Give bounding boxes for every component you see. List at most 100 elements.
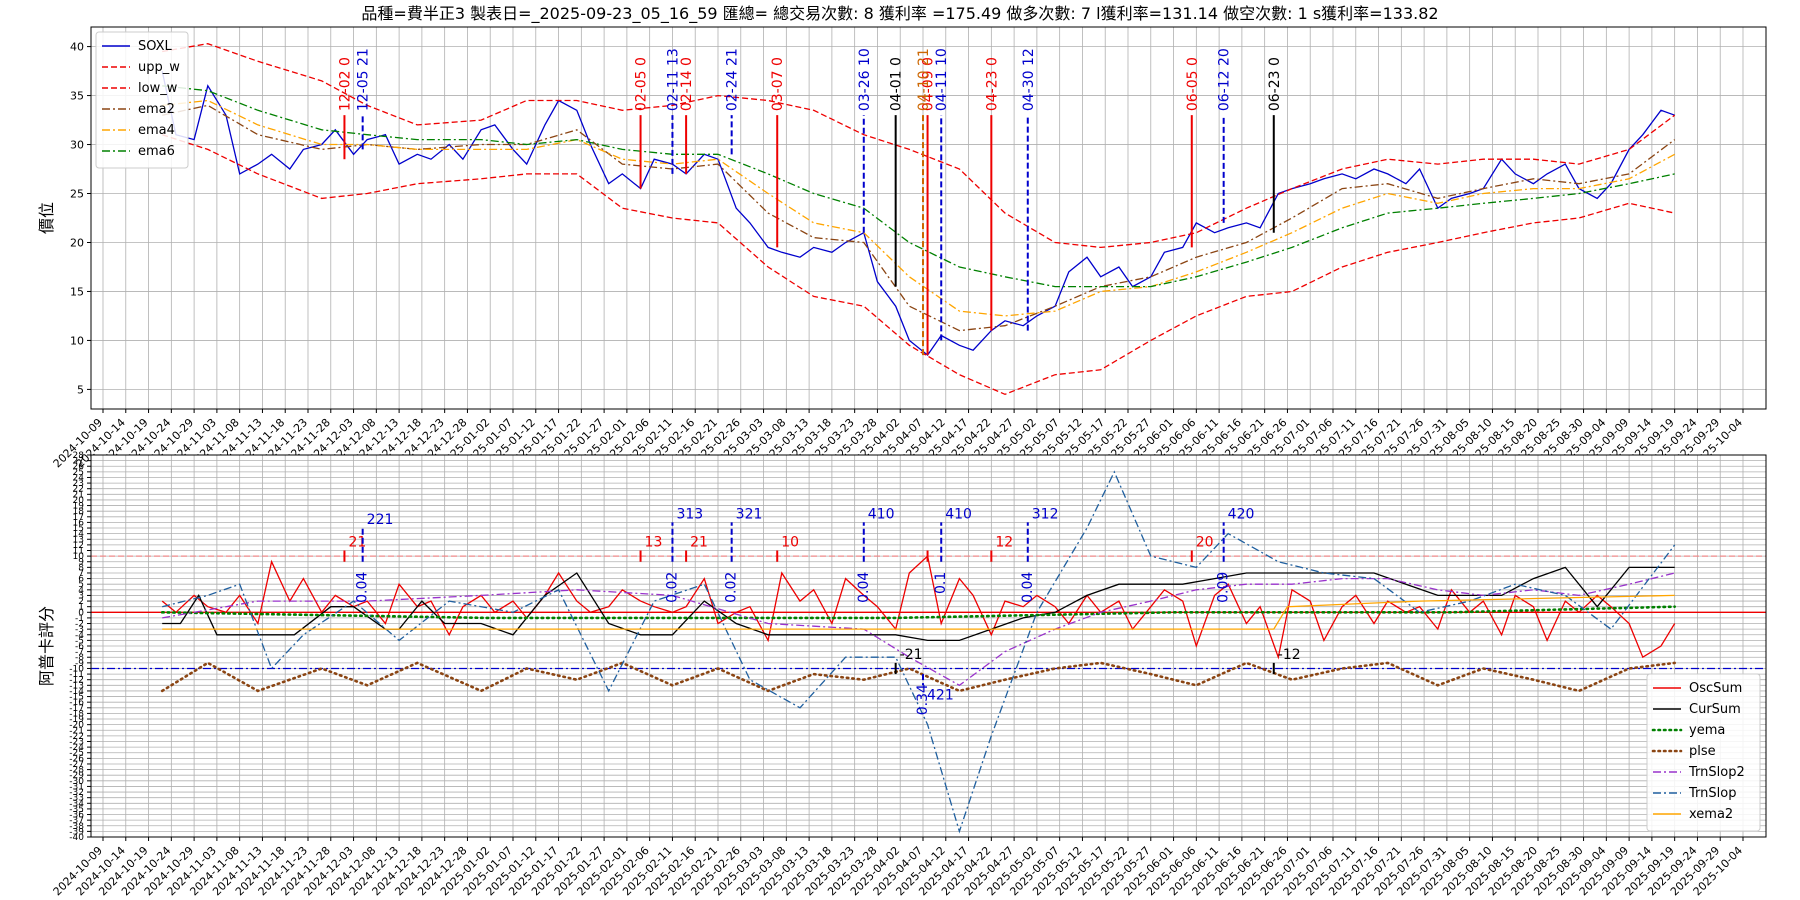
- series-line-upp_w: [162, 43, 1676, 249]
- trade-label: 421: [927, 687, 954, 703]
- y-tick-label: 17: [73, 513, 84, 523]
- trade-label: 02-14 0: [679, 57, 695, 111]
- y-tick-label: -23: [69, 738, 84, 748]
- y-tick-label: -17: [69, 704, 84, 714]
- y-tick-label: -36: [69, 811, 84, 821]
- y-tick-label: -29: [69, 771, 84, 781]
- y-axis-label: 阿普卡評分: [37, 606, 56, 686]
- y-tick-label: -28: [69, 766, 84, 776]
- y-tick-label: 40: [70, 41, 84, 54]
- legend-label: ema6: [138, 144, 175, 159]
- legend-label: TrnSlop: [1688, 786, 1736, 801]
- y-tick-label: -27: [69, 760, 84, 770]
- y-tick-label: 27: [73, 457, 84, 467]
- y-tick-label: -15: [69, 693, 84, 703]
- y-tick-label: -18: [69, 709, 84, 719]
- series-line-ema6: [162, 85, 1675, 288]
- legend-box: [1646, 673, 1761, 832]
- y-tick-label: 6: [78, 575, 84, 585]
- y-tick-label: -21: [69, 726, 84, 736]
- plot-frame: [90, 454, 1767, 838]
- y-tick-label: 4: [78, 586, 84, 596]
- legend-label: low_w: [138, 81, 178, 96]
- y-tick-label: 25: [70, 188, 84, 201]
- y-tick-label: -2: [75, 620, 84, 630]
- y-tick-label: -9: [75, 659, 84, 669]
- y-tick-label: -33: [69, 794, 84, 804]
- y-tick-label: 10: [73, 552, 85, 562]
- y-tick-label: -24: [69, 743, 84, 753]
- y-tick-label: -26: [69, 754, 84, 764]
- y-tick-label: 1: [78, 603, 84, 613]
- y-tick-label: 8: [78, 563, 84, 573]
- trade-label: 04-10 21: [916, 48, 932, 111]
- legend-label: CurSum: [1689, 702, 1741, 717]
- y-tick-label: -25: [69, 749, 84, 759]
- y-tick-label: 3: [78, 591, 84, 601]
- trade-sublabel: 0.02: [664, 572, 680, 603]
- y-tick-label: -8: [75, 653, 84, 663]
- legend: SOXL upp_w low_w ema2 ema4 ema6: [95, 31, 189, 169]
- trade-label: 221: [367, 512, 394, 528]
- y-tick-label: 14: [73, 530, 85, 540]
- y-tick-label: 28: [73, 451, 85, 461]
- trade-label: 321: [736, 506, 763, 522]
- series-line-trnslop: [162, 470, 1676, 834]
- y-tick-label: 2: [78, 597, 84, 607]
- y-tick-label: -10: [69, 664, 84, 674]
- series-line-yema: [160, 605, 1676, 620]
- y-tick-label: 21: [73, 490, 84, 500]
- trade-label: 06-23 0: [1267, 57, 1283, 111]
- y-tick-label: -39: [69, 827, 84, 837]
- series-line-soxl: [161, 70, 1675, 357]
- trade-label: -12: [1278, 647, 1301, 663]
- y-tick-label: -12: [69, 676, 84, 686]
- y-tick-label: -3: [75, 625, 84, 635]
- y-tick-label: -40: [69, 833, 84, 843]
- trade-sublabel: 0.09: [1216, 572, 1232, 603]
- y-tick-label: -14: [69, 687, 84, 697]
- y-tick-label: 25: [73, 468, 84, 478]
- score-panel: -40-39-38-37-36-35-34-33-32-31-30-29-28-…: [37, 451, 1767, 898]
- y-tick-label: -13: [69, 681, 84, 691]
- trade-label: 02-11 13: [665, 48, 681, 111]
- legend-label: yema: [1689, 723, 1725, 738]
- legend-label: ema4: [138, 123, 175, 138]
- trade-label: 02-24 21: [725, 48, 741, 111]
- legend-label: SOXL: [138, 39, 173, 54]
- y-tick-label: -4: [75, 631, 84, 641]
- trade-label: 03-26 10: [857, 48, 873, 111]
- chart-title: 品種=費半正3 製表日=_2025-09-23_05_16_59 匯總= 總交易…: [361, 4, 1438, 24]
- y-tick-label: -11: [69, 670, 84, 680]
- y-tick-label: 15: [73, 524, 84, 534]
- trade-label: 12: [995, 535, 1013, 551]
- series-line-ema2: [162, 104, 1676, 332]
- trade-sublabel: 0.02: [724, 572, 740, 603]
- trade-sublabel: 0.04: [355, 572, 371, 603]
- y-tick-label: -16: [69, 698, 84, 708]
- trade-label: 13: [645, 535, 663, 551]
- legend-box: [95, 31, 189, 169]
- trade-label: 410: [868, 506, 895, 522]
- y-tick-label: -30: [69, 777, 84, 787]
- legend: OscSum CurSum yema plse TrnSlop2 TrnSlop xema2: [1646, 673, 1761, 832]
- y-tick-label: 20: [73, 496, 85, 506]
- y-tick-label: -7: [75, 648, 84, 658]
- y-tick-label: 5: [78, 580, 84, 590]
- trade-label: 04-11 10: [934, 48, 950, 111]
- trade-sublabel: 0.1: [933, 572, 949, 594]
- y-tick-label: 22: [73, 485, 84, 495]
- y-tick-label: 19: [73, 502, 85, 512]
- y-tick-label: 5: [77, 383, 84, 396]
- trade-label: 420: [1228, 506, 1255, 522]
- y-tick-label: -31: [69, 782, 84, 792]
- trade-label: 04-01 0: [889, 57, 905, 111]
- series-line-xema2: [162, 594, 1675, 630]
- series-line-ema4: [162, 99, 1676, 317]
- legend-label: xema2: [1689, 807, 1733, 822]
- trade-label: 12-02 0: [337, 57, 353, 111]
- trade-label: 06-12 20: [1217, 48, 1233, 111]
- series-line-trnslop2: [162, 572, 1675, 687]
- trade-label: 04-23 0: [984, 57, 1000, 111]
